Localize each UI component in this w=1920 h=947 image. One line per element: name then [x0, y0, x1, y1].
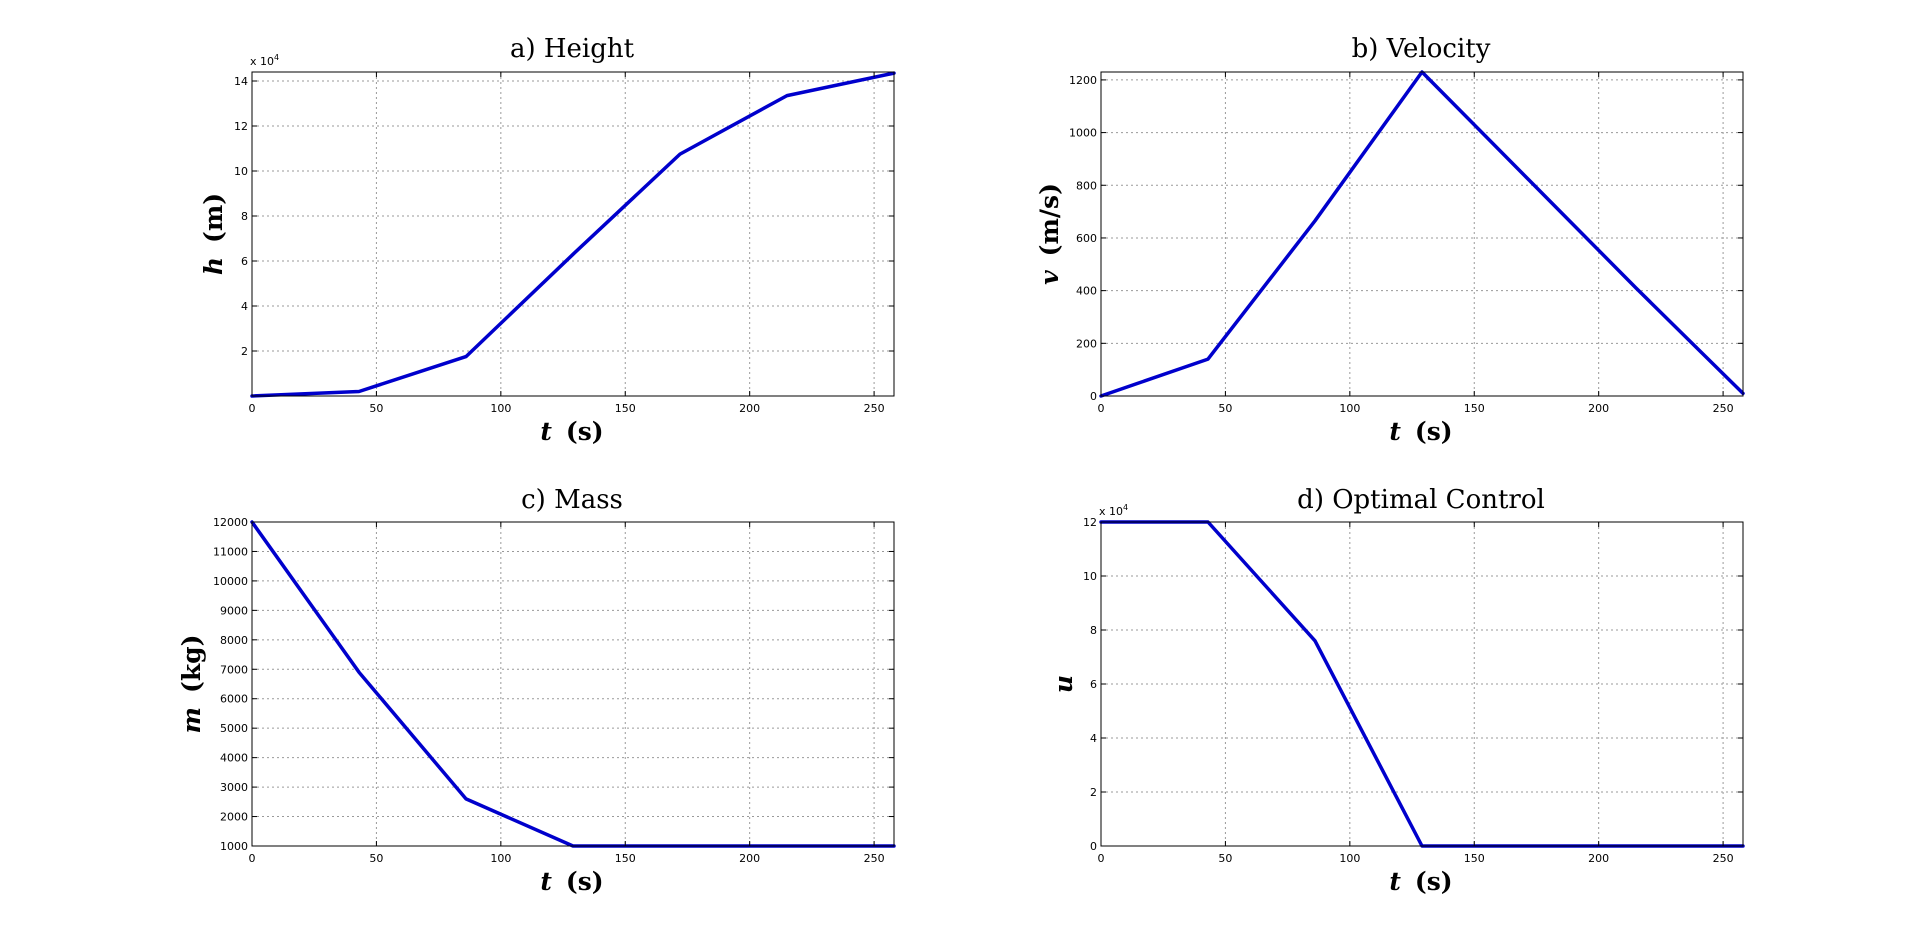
- y-tick-label: 8: [241, 210, 248, 223]
- x-axis-label: t (s): [540, 867, 603, 896]
- y-exponent-label: x 104: [1099, 503, 1128, 518]
- y-tick-label: 0: [1090, 390, 1097, 403]
- y-tick-label: 9000: [220, 604, 248, 617]
- x-axis-label: t (s): [1389, 867, 1452, 896]
- y-tick-label: 6: [241, 255, 248, 268]
- y-tick-label: 2000: [220, 811, 248, 824]
- chart-mass: c) Mass 0 50 100 150 200 250 1000 2000 3000 4000 5…: [177, 485, 896, 896]
- y-tick-label: 800: [1076, 179, 1097, 192]
- plot-area: 0 50 100 150 200 250 0 200 400 600 800 1000 1200: [1069, 70, 1745, 415]
- y-tick-label: 10000: [213, 575, 248, 588]
- y-axis-label: v(m/s): [1035, 183, 1064, 285]
- plot-area: 0 50 100 150 200 250 2 4 6 8 10 12 14: [234, 71, 896, 415]
- x-tick-label: 50: [1218, 402, 1232, 415]
- y-tick-label: 14: [234, 75, 248, 88]
- y-tick-label: 400: [1076, 285, 1097, 298]
- plot-area: 0 50 100 150 200 250 1000 2000 3000 4000 5000 6000 7…: [213, 516, 896, 865]
- x-tick-label: 0: [1098, 852, 1105, 865]
- plot-area: 0 50 100 150 200 250 0 2 4 6 8 10 12: [1083, 516, 1745, 865]
- y-tick-label: 600: [1076, 232, 1097, 245]
- y-axis-label: u: [1049, 675, 1078, 693]
- chart-title: c) Mass: [521, 485, 623, 515]
- x-tick-label: 150: [1464, 402, 1485, 415]
- axes-frame: [1100, 71, 1744, 397]
- chart-control: d) Optimal Control x 104 0 50 100 150 200 250…: [1049, 485, 1745, 896]
- y-tick-label: 6000: [220, 693, 248, 706]
- x-axis-label: t (s): [540, 417, 603, 446]
- y-tick-label: 12: [234, 120, 248, 133]
- x-tick-label: 200: [739, 402, 760, 415]
- x-tick-label: 150: [1464, 852, 1485, 865]
- y-exponent-label: x 104: [250, 53, 279, 68]
- y-tick-label: 6: [1090, 678, 1097, 691]
- x-tick-label: 250: [864, 402, 885, 415]
- y-tick-label: 7000: [220, 663, 248, 676]
- x-tick-label: 250: [864, 852, 885, 865]
- x-tick-label: 150: [615, 402, 636, 415]
- x-tick-label: 50: [369, 852, 383, 865]
- y-tick-label: 1000: [1069, 127, 1097, 140]
- x-tick-label: 100: [1339, 402, 1360, 415]
- y-tick-label: 4000: [220, 752, 248, 765]
- y-tick-label: 2: [1090, 786, 1097, 799]
- x-tick-label: 100: [1339, 852, 1360, 865]
- y-tick-label: 10: [234, 165, 248, 178]
- x-tick-label: 50: [369, 402, 383, 415]
- y-tick-label: 1000: [220, 840, 248, 853]
- x-tick-label: 200: [739, 852, 760, 865]
- y-tick-label: 5000: [220, 722, 248, 735]
- x-tick-label: 150: [615, 852, 636, 865]
- series-line: [250, 71, 896, 398]
- y-tick-label: 200: [1076, 337, 1097, 350]
- y-tick-label: 8000: [220, 634, 248, 647]
- y-tick-label: 4: [241, 300, 248, 313]
- axes-frame: [251, 521, 895, 847]
- y-tick-label: 0: [1090, 840, 1097, 853]
- y-tick-label: 8: [1090, 624, 1097, 637]
- y-tick-label: 12000: [213, 516, 248, 529]
- y-tick-label: 11000: [213, 545, 248, 558]
- y-tick-label: 10: [1083, 570, 1097, 583]
- x-tick-label: 200: [1588, 852, 1609, 865]
- x-tick-label: 0: [1098, 402, 1105, 415]
- y-tick-label: 4: [1090, 732, 1097, 745]
- y-axis-label: h(m): [199, 193, 228, 275]
- x-tick-label: 200: [1588, 402, 1609, 415]
- y-axis-label: m(kg): [177, 635, 206, 734]
- x-tick-label: 0: [249, 402, 256, 415]
- chart-title: b) Velocity: [1352, 34, 1491, 64]
- x-tick-label: 250: [1713, 852, 1734, 865]
- x-tick-label: 100: [490, 852, 511, 865]
- x-axis-label: t (s): [1389, 417, 1452, 446]
- x-tick-label: 250: [1713, 402, 1734, 415]
- x-tick-label: 50: [1218, 852, 1232, 865]
- chart-velocity: b) Velocity 0 50 100 150 200 250 0 200 400 600 800…: [1035, 34, 1745, 446]
- y-tick-label: 1200: [1069, 74, 1097, 87]
- y-tick-label: 12: [1083, 516, 1097, 529]
- chart-title: d) Optimal Control: [1297, 485, 1545, 515]
- x-tick-label: 0: [249, 852, 256, 865]
- chart-height: a) Height x 104 0 50 100 150 200 250 2 4 6 8 10 12 1…: [199, 34, 896, 446]
- y-tick-label: 2: [241, 345, 248, 358]
- y-tick-label: 3000: [220, 781, 248, 794]
- axes-frame: [251, 71, 895, 397]
- chart-title: a) Height: [510, 34, 635, 64]
- x-tick-label: 100: [490, 402, 511, 415]
